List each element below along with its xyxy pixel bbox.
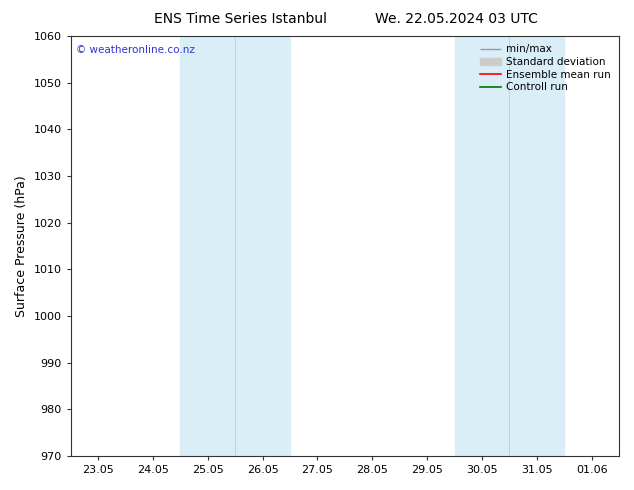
Y-axis label: Surface Pressure (hPa): Surface Pressure (hPa): [15, 175, 28, 317]
Text: © weatheronline.co.nz: © weatheronline.co.nz: [76, 45, 195, 54]
Text: We. 22.05.2024 03 UTC: We. 22.05.2024 03 UTC: [375, 12, 538, 26]
Text: ENS Time Series Istanbul: ENS Time Series Istanbul: [155, 12, 327, 26]
Legend: min/max, Standard deviation, Ensemble mean run, Controll run: min/max, Standard deviation, Ensemble me…: [477, 41, 614, 96]
Bar: [180, 36, 290, 456]
Bar: [455, 36, 564, 456]
